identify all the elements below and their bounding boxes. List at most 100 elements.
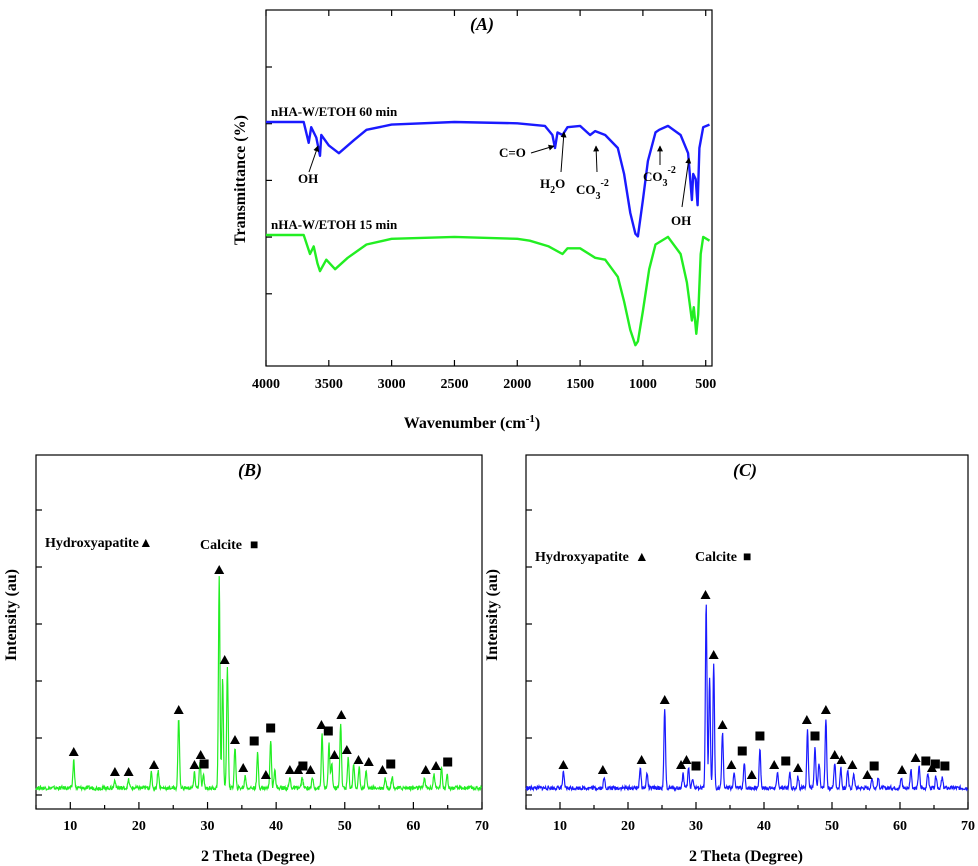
- panel-c-calcite-marker: [737, 746, 747, 756]
- panel-c-hydroxyapatite-marker: [726, 760, 737, 769]
- panel-b-hydroxyapatite-marker: [284, 765, 295, 774]
- panel-a-series-line: [266, 233, 711, 347]
- panel-b-hydroxyapatite-marker: [123, 767, 134, 776]
- panel-b-hydroxyapatite-marker: [68, 747, 79, 756]
- panel-b-hydroxyapatite-marker: [431, 761, 442, 770]
- panel-b-x-axis-label: 2 Theta (Degree): [201, 848, 315, 865]
- panel-c-x-tick-label: 30: [689, 819, 703, 834]
- panel-a-x-tick-label: 4000: [252, 377, 280, 392]
- panel-a-annotation: H2O: [540, 176, 565, 196]
- panel-c-x-tick-label: 60: [893, 819, 907, 834]
- panel-c-y-axis-label: Intensity (au): [484, 569, 501, 661]
- panel-a-annotation-arrow: [593, 145, 600, 173]
- panel-c-title: (C): [733, 460, 757, 481]
- panel-a-series-label: nHA-W/ETOH 60 min: [271, 104, 398, 119]
- panel-b-hydroxyapatite-marker: [420, 765, 431, 774]
- panel-b-hydroxyapatite-marker: [238, 763, 249, 772]
- panel-c-calcite-marker: [940, 761, 950, 771]
- panel-b-legend: Hydroxyapatite▲ Calcite ■: [45, 536, 258, 553]
- panel-c-hydroxyapatite-marker: [558, 760, 569, 769]
- panel-c-hydroxyapatite-marker: [636, 755, 647, 764]
- panel-b-hydroxyapatite-marker: [353, 755, 364, 764]
- panel-a-annotation-arrow: [681, 157, 692, 208]
- panel-c-hydroxyapatite-marker: [793, 763, 803, 772]
- panel-c-calcite-marker: [755, 731, 765, 741]
- panel-a-y-ticks: [266, 66, 272, 295]
- panel-a-x-tick-label: 3000: [378, 377, 406, 392]
- panel-a-x-tick-label: 2000: [503, 377, 531, 392]
- panel-a-annotation-arrow: [308, 145, 320, 173]
- panel-c-hydroxyapatite-marker: [597, 765, 608, 774]
- panel-c-calcite-marker: [810, 731, 820, 741]
- panel-c-hydroxyapatite-marker: [829, 750, 840, 759]
- panel-c: (C) 10 20 30 40 50 60 70 Hydroxyapatite ▲ Calci…: [484, 454, 975, 865]
- panel-b-hydroxyapatite-marker: [363, 757, 374, 766]
- panel-b-hydroxyapatite-marker: [173, 705, 184, 714]
- panel-b-hydroxyapatite-marker: [149, 760, 160, 769]
- panel-c-calcite-marker: [869, 761, 879, 771]
- panel-b-calcite-marker: [386, 759, 396, 769]
- panel-a: (A) 4000 3500 3000 2500 2000 1500 1000 500 nHA-…: [232, 9, 716, 432]
- panel-c-x-tick-label: 40: [757, 819, 771, 834]
- panel-b-legend-calcite: Calcite ■: [200, 538, 258, 553]
- panel-c-hydroxyapatite-marker: [801, 715, 812, 724]
- panel-c-ticks: 10 20 30 40 50 60 70: [525, 509, 975, 834]
- panel-b-hydroxyapatite-marker: [260, 770, 271, 779]
- panel-b-hydroxyapatite-marker: [219, 655, 230, 664]
- panel-b-hydroxyapatite-marker: [377, 765, 388, 774]
- panel-c-hydroxyapatite-marker: [708, 650, 719, 659]
- panel-c-hydroxyapatite-marker: [836, 755, 847, 764]
- panel-c-hydroxyapatite-marker: [746, 770, 757, 779]
- panel-b-y-axis-label: Intensity (au): [3, 569, 20, 661]
- panel-c-xrd-line: [525, 604, 969, 793]
- panel-c-legend: Hydroxyapatite ▲ Calcite ■: [535, 550, 751, 565]
- panel-b-phase-markers: [68, 565, 453, 779]
- panel-b-x-tick-label: 40: [269, 819, 283, 834]
- panel-b-calcite-marker: [266, 723, 276, 733]
- panel-b-hydroxyapatite-marker: [329, 750, 340, 759]
- panel-a-x-tick-label: 1000: [629, 377, 657, 392]
- panel-b-hydroxyapatite-marker: [336, 710, 347, 719]
- panel-c-hydroxyapatite-marker: [820, 705, 831, 714]
- panel-a-x-tick-label: 3500: [315, 377, 343, 392]
- panel-b-hydroxyapatite-marker: [293, 765, 304, 774]
- panel-a-annotation: OH: [298, 171, 318, 186]
- panel-b-legend-hydroxyapatite: Hydroxyapatite▲: [45, 536, 153, 551]
- panel-b: (B) 10 20 30 40 50 60 70 Hydroxyapatite▲ Calci…: [3, 454, 489, 865]
- panel-c-calcite-marker: [781, 756, 791, 766]
- panel-a-title: (A): [470, 14, 494, 35]
- panel-a-series-labels: nHA-W/ETOH 60 min nHA-W/ETOH 15 min: [271, 104, 398, 232]
- panel-a-x-tick-labels: 4000 3500 3000 2500 2000 1500 1000 500: [252, 377, 716, 392]
- panel-b-hydroxyapatite-marker: [341, 745, 352, 754]
- panel-a-x-axis-label: Wavenumber (cm-1): [404, 413, 540, 432]
- panel-a-y-axis-label: Transmittance (%): [232, 115, 249, 245]
- panel-c-hydroxyapatite-marker: [681, 755, 692, 764]
- panel-c-hydroxyapatite-marker: [910, 753, 921, 762]
- panel-b-calcite-marker: [443, 757, 453, 767]
- panel-b-hydroxyapatite-marker: [305, 765, 316, 774]
- panel-b-calcite-marker: [199, 759, 209, 769]
- panel-a-x-tick-label: 500: [695, 377, 716, 392]
- panel-b-ticks: 10 20 30 40 50 60 70: [35, 509, 489, 834]
- panel-a-x-tick-label: 1500: [566, 377, 594, 392]
- panel-b-x-tick-label: 70: [475, 819, 489, 834]
- panel-b-frame: [35, 454, 483, 810]
- panel-c-calcite-marker: [921, 756, 931, 766]
- panel-b-calcite-marker: [323, 726, 333, 736]
- panel-c-legend-calcite: Calcite ■: [695, 550, 751, 565]
- panel-c-hydroxyapatite-marker: [676, 760, 687, 769]
- panel-b-series: [35, 576, 483, 793]
- panel-c-x-tick-label: 10: [553, 819, 567, 834]
- panel-a-series-line: [266, 120, 710, 238]
- panel-c-legend-hydroxyapatite: Hydroxyapatite ▲: [535, 550, 649, 565]
- panel-b-hydroxyapatite-marker: [109, 767, 120, 776]
- panel-b-hydroxyapatite-marker: [189, 760, 200, 769]
- panel-a-annotation: CO3-2: [643, 165, 676, 189]
- panel-c-x-axis-label: 2 Theta (Degree): [689, 848, 803, 865]
- panel-a-annotation: C=O: [499, 145, 526, 160]
- panel-a-annotation-arrow: [560, 131, 567, 173]
- panel-c-hydroxyapatite-marker: [897, 765, 908, 774]
- panel-a-frame: [265, 9, 713, 367]
- panel-b-x-tick-label: 30: [201, 819, 215, 834]
